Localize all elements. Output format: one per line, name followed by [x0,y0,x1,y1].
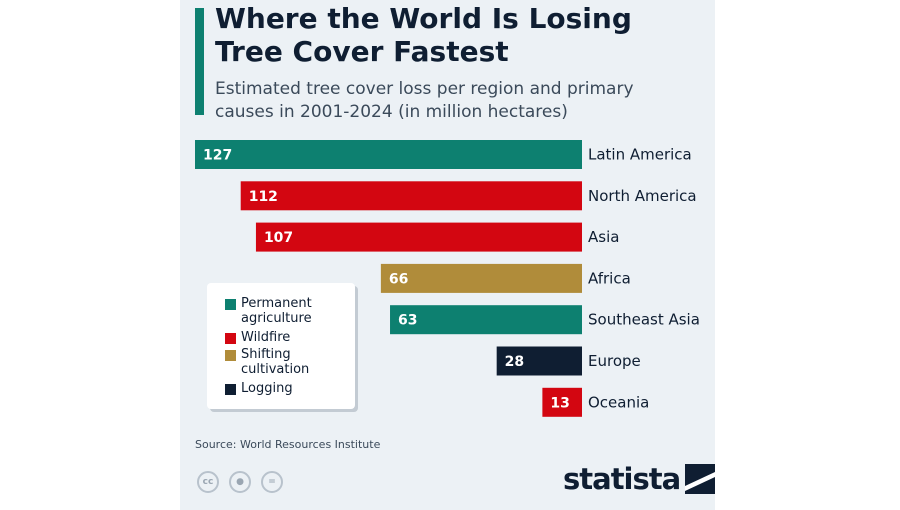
legend-label: Permanent agriculture [241,296,312,326]
category-label: Oceania [588,393,649,411]
legend-label: Wildfire [241,330,291,345]
legend: Permanent agriculture Wildfire Shifting cu… [207,283,355,409]
title-accent-bar [195,8,204,115]
legend-swatch [225,384,236,395]
bar-value-label: 66 [389,271,408,287]
category-label: Asia [588,228,619,246]
legend-item: Logging [225,381,341,396]
category-label: Europe [588,352,641,370]
legend-label: Shifting cultivation [241,347,310,377]
statista-logo[interactable]: statista [563,462,716,496]
bar-value-label: 127 [203,148,232,164]
legend-swatch [225,333,236,344]
bar-value-label: 112 [249,189,278,205]
legend-swatch [225,299,236,310]
bar-latin-america [195,140,582,169]
bar-value-label: 63 [398,313,417,329]
attribution-icon[interactable]: ● [229,471,251,493]
bar-africa [380,263,582,293]
bar-value-label: 107 [264,230,293,246]
category-label: Southeast Asia [588,311,700,329]
legend-item: Permanent agriculture [225,296,341,326]
legend-swatch [225,350,236,361]
bar-europe [496,346,582,376]
source-note: Source: World Resources Institute [195,438,381,451]
chart-subtitle: Estimated tree cover loss per region and… [215,79,634,122]
legend-item: Shifting cultivation [225,347,341,377]
logo-text: statista [563,462,681,496]
bar-southeast-asia [390,305,582,335]
bar-asia [255,222,582,252]
statista-logo-icon [685,464,716,494]
bar-north-america [240,181,582,211]
chart-card [180,0,715,510]
bar-oceania [542,387,582,417]
bar-value-label: 13 [550,395,569,411]
creative-commons-icon[interactable]: cc [197,471,219,493]
category-label: Africa [588,269,631,287]
chart-title: Where the World Is Losing Tree Cover Fas… [215,2,632,68]
no-derivatives-icon[interactable]: = [261,471,283,493]
legend-label: Logging [241,381,293,396]
bar-value-label: 28 [505,354,524,370]
category-label: Latin America [588,146,692,164]
legend-item: Wildfire [225,330,341,345]
category-label: North America [588,187,697,205]
